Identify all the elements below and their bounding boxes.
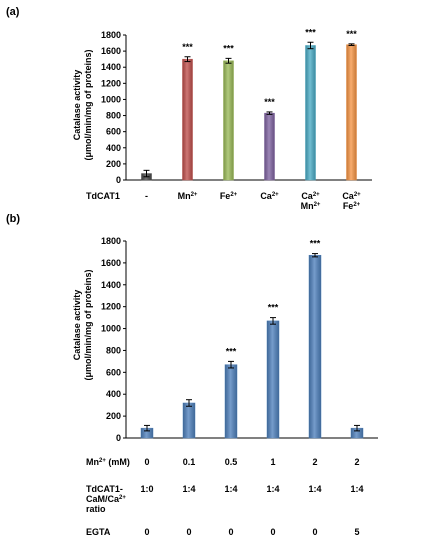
condition-value: 1:4 — [266, 484, 279, 494]
y-tick-label: 400 — [106, 143, 121, 153]
y-tick-label: 1800 — [101, 236, 121, 246]
condition-value: 0 — [144, 457, 149, 467]
panel-label-a: (a) — [6, 6, 20, 18]
bar-shading — [309, 255, 321, 438]
bar-shading — [305, 45, 316, 180]
condition-row-label: EGTA — [86, 527, 111, 537]
condition-value: 1:4 — [182, 484, 195, 494]
y-tick-label: 1000 — [101, 94, 121, 104]
condition-value: 0 — [144, 527, 149, 537]
y-tick-label: 1600 — [101, 46, 121, 56]
y-tick-label: 400 — [106, 389, 121, 399]
bar-shading — [351, 428, 363, 438]
y-tick-label: 1600 — [101, 258, 121, 268]
condition-value: 1 — [270, 457, 275, 467]
x-category-label: Mn2+ — [178, 191, 198, 201]
y-tick-label: 1000 — [101, 324, 121, 334]
y-axis-title-b-line1: Catalase activity — [72, 290, 82, 361]
condition-value: 2 — [312, 457, 317, 467]
y-axis-title-b-line2: (μmol/min/mg of proteins) — [83, 269, 93, 380]
bar-shading — [225, 364, 237, 438]
significance-marker: *** — [268, 303, 279, 313]
condition-value: 1:0 — [140, 484, 153, 494]
y-axis-title-a-line1: Catalase activity — [72, 70, 82, 141]
y-tick-label: 600 — [106, 127, 121, 137]
y-tick-label: 200 — [106, 159, 121, 169]
panel-label-b: (b) — [6, 213, 20, 225]
x-category-label: Ca2+ — [342, 191, 361, 201]
y-tick-label: 600 — [106, 367, 121, 377]
x-category-label: - — [145, 191, 148, 201]
row-label-tdcat1: TdCAT1 — [86, 191, 120, 201]
x-category-label: Ca2+ — [301, 191, 320, 201]
chart-panel-b: (b) Catalase activity (μmol/min/mg of pr… — [6, 213, 378, 537]
y-axis-title-a-line2: (μmol/min/mg of proteins) — [83, 49, 93, 160]
y-tick-label: 0 — [116, 433, 121, 443]
y-tick-label: 1200 — [101, 78, 121, 88]
bar-shading — [346, 44, 357, 180]
y-tick-label: 1400 — [101, 62, 121, 72]
condition-value: 0 — [312, 527, 317, 537]
y-tick-label: 800 — [106, 111, 121, 121]
significance-marker: *** — [310, 239, 321, 249]
y-tick-label: 1800 — [101, 30, 121, 40]
chart-panel-a: (a) Catalase activity (μmol/min/mg of pr… — [6, 6, 372, 211]
condition-value: 0 — [228, 527, 233, 537]
condition-value: 1:4 — [224, 484, 237, 494]
significance-marker: *** — [226, 346, 237, 356]
bar-shading — [264, 113, 275, 180]
bar-shading — [267, 320, 279, 438]
x-category-label: Ca2+ — [260, 191, 279, 201]
y-tick-label: 1200 — [101, 302, 121, 312]
significance-marker: *** — [182, 42, 193, 52]
condition-row-label: ratio — [86, 504, 106, 514]
condition-row-label: Mn2+ (mM) — [86, 457, 130, 467]
y-tick-label: 0 — [116, 175, 121, 185]
significance-marker: *** — [264, 97, 275, 107]
significance-marker: *** — [305, 27, 316, 37]
bar-shading — [182, 59, 193, 180]
bar-shading — [183, 402, 195, 438]
condition-value: 0.5 — [225, 457, 238, 467]
x-category-label: Fe2+ — [220, 191, 238, 201]
significance-marker: *** — [223, 43, 234, 53]
x-category-label: Fe2+ — [343, 201, 361, 211]
y-tick-label: 800 — [106, 345, 121, 355]
condition-row-label: TdCAT1- — [86, 484, 123, 494]
condition-value: 5 — [354, 527, 359, 537]
condition-value: 0 — [270, 527, 275, 537]
bar-shading — [141, 428, 153, 438]
significance-marker: *** — [346, 29, 357, 39]
condition-value: 2 — [354, 457, 359, 467]
condition-value: 0 — [186, 527, 191, 537]
x-category-label: Mn2+ — [301, 201, 321, 211]
condition-value: 1:4 — [350, 484, 363, 494]
condition-value: 1:4 — [308, 484, 321, 494]
y-tick-label: 200 — [106, 411, 121, 421]
y-tick-label: 1400 — [101, 280, 121, 290]
condition-row-label: CaM/Ca2+ — [86, 494, 126, 504]
bar-shading — [223, 60, 234, 180]
condition-value: 0.1 — [183, 457, 196, 467]
